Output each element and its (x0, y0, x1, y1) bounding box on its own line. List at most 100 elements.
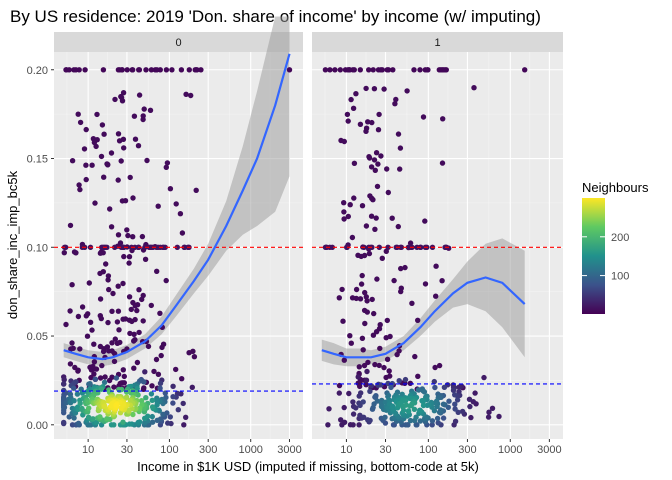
data-point (378, 67, 384, 73)
data-point (79, 390, 86, 396)
data-point (385, 380, 391, 387)
data-point (90, 416, 96, 422)
data-point (134, 307, 140, 314)
data-point (351, 195, 357, 201)
data-point (69, 340, 75, 346)
data-point (117, 240, 124, 246)
data-point (141, 106, 147, 112)
strip-background (54, 32, 303, 52)
data-point (174, 244, 180, 250)
data-point (454, 397, 461, 403)
data-point (139, 233, 146, 240)
data-point (366, 67, 372, 73)
data-point (120, 244, 126, 250)
data-point (374, 276, 380, 282)
data-point (405, 408, 412, 414)
data-point (466, 396, 473, 402)
data-point (84, 333, 91, 339)
data-point (425, 67, 431, 73)
data-point (362, 320, 368, 327)
data-point (412, 353, 418, 360)
data-point (384, 67, 390, 73)
smooth-line (321, 276, 526, 359)
data-point (395, 131, 402, 137)
data-point (450, 387, 457, 393)
data-point (86, 405, 92, 411)
data-point (189, 384, 195, 390)
data-point (345, 213, 351, 220)
data-point (97, 375, 104, 381)
data-point (368, 213, 375, 219)
data-point (344, 111, 351, 118)
data-point (131, 365, 137, 371)
data-point (107, 206, 113, 212)
data-point (329, 244, 335, 250)
data-point (429, 422, 435, 428)
data-point (103, 261, 109, 267)
data-point (87, 319, 94, 325)
data-point (440, 415, 447, 421)
data-point (160, 411, 166, 417)
data-point (126, 260, 132, 266)
data-point (348, 96, 354, 103)
data-point (100, 348, 107, 355)
data-point (433, 293, 439, 299)
data-point (75, 313, 82, 320)
data-point (135, 392, 141, 398)
data-point (353, 286, 360, 293)
data-point (341, 404, 347, 411)
data-point (121, 373, 128, 380)
data-point (485, 414, 492, 420)
data-point (407, 240, 414, 246)
data-point (347, 333, 353, 339)
x-tick-label: 10 (340, 444, 352, 456)
data-point (382, 414, 388, 420)
data-point (114, 340, 121, 346)
data-point (355, 252, 361, 258)
data-point (370, 197, 376, 203)
data-point (131, 113, 138, 119)
data-point (446, 398, 452, 404)
data-point (70, 345, 76, 351)
data-point (111, 422, 117, 428)
data-point (357, 383, 363, 390)
data-point (71, 249, 78, 255)
data-point (81, 146, 88, 152)
data-point (130, 67, 136, 73)
data-point (471, 85, 477, 91)
strip-background (312, 32, 563, 52)
data-point (422, 218, 428, 224)
data-point (340, 318, 346, 324)
data-point (357, 296, 364, 302)
strip-label: 0 (175, 37, 181, 49)
data-point (381, 364, 387, 371)
data-point (98, 386, 105, 392)
data-point (85, 311, 91, 317)
data-point (136, 329, 142, 336)
x-tick-label: 300 (199, 444, 217, 456)
data-point (135, 143, 142, 149)
data-point (181, 244, 187, 250)
data-point (100, 269, 107, 275)
data-point (376, 244, 382, 250)
x-tick-label: 100 (160, 444, 178, 456)
data-point (123, 389, 130, 395)
data-point (158, 352, 164, 359)
data-point (192, 67, 198, 73)
data-point (456, 384, 462, 390)
data-point (112, 336, 119, 342)
data-point (148, 67, 155, 73)
data-point (468, 414, 474, 421)
data-point (94, 137, 100, 143)
data-point (178, 67, 185, 73)
data-point (415, 317, 421, 323)
data-point (177, 211, 184, 217)
data-point (369, 296, 375, 303)
data-point (421, 389, 428, 395)
data-point (353, 405, 359, 411)
y-axis-title: don_share_inc_imp_bc5k (5, 170, 20, 319)
data-point (142, 256, 149, 262)
data-point (122, 316, 129, 322)
data-point (496, 413, 502, 420)
